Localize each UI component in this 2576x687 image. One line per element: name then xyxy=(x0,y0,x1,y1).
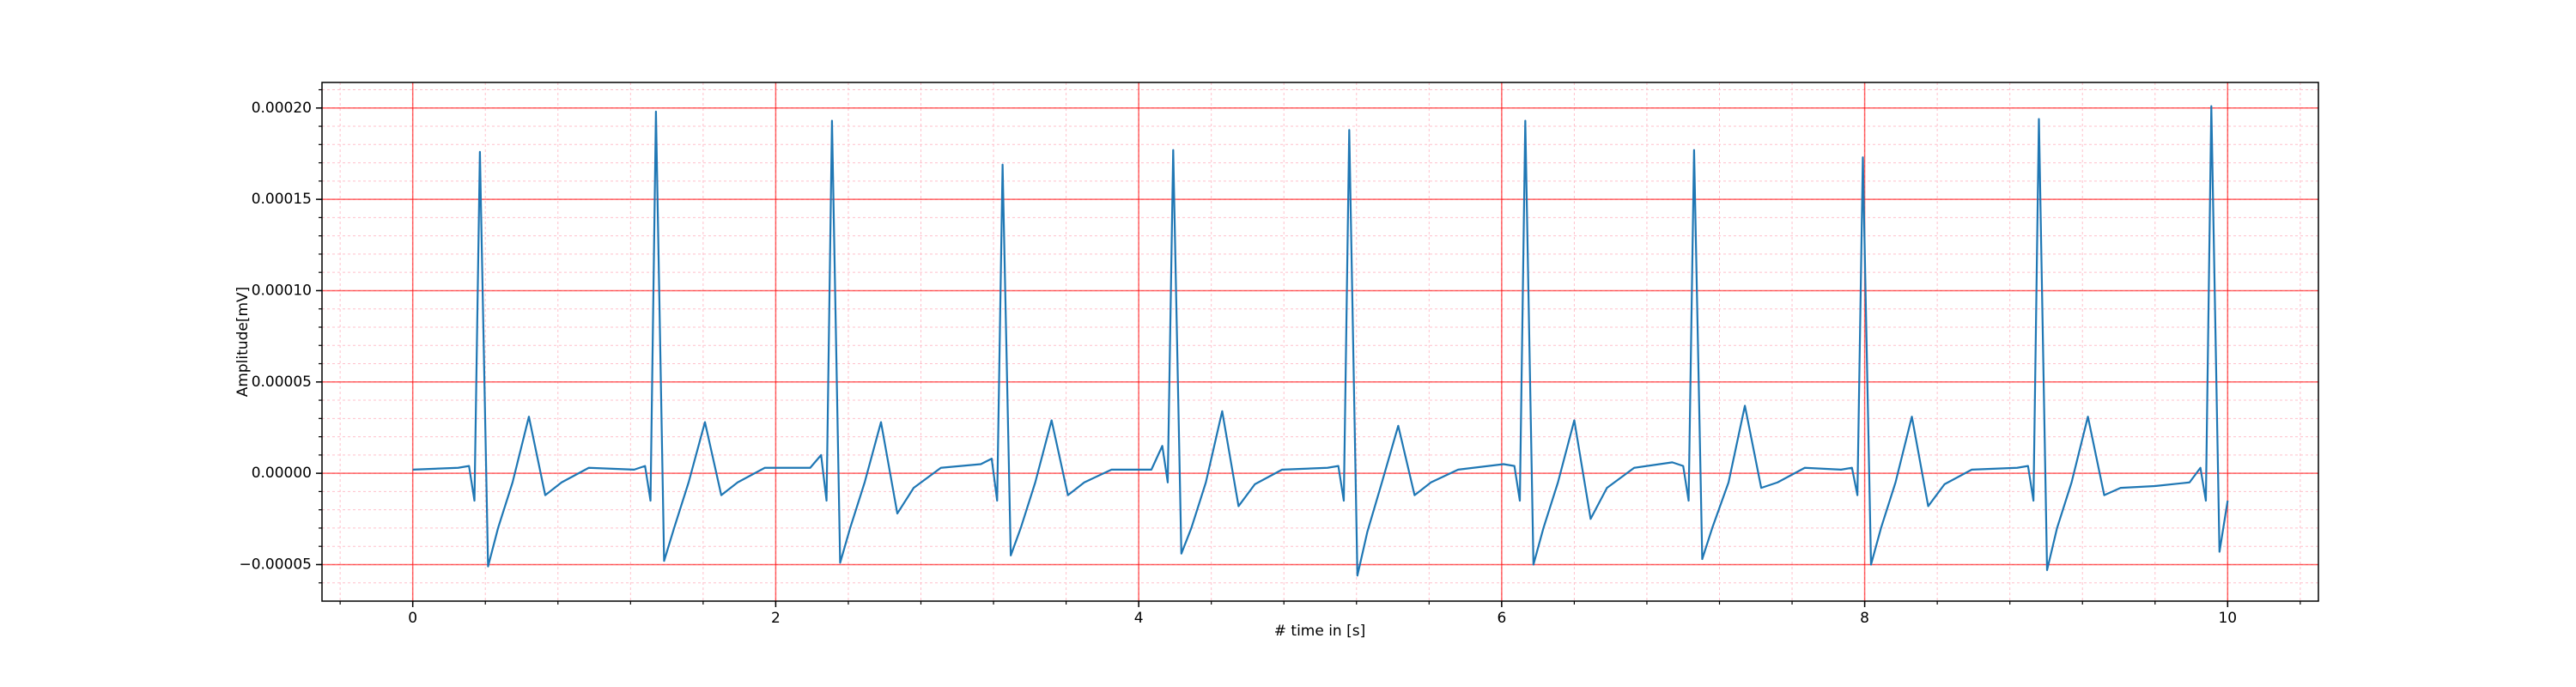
y-axis-label: Amplitude[mV] xyxy=(234,287,252,398)
x-axis-label: # time in [s] xyxy=(1274,623,1365,640)
x-tick-label: 10 xyxy=(2218,610,2237,627)
x-tick-label: 4 xyxy=(1134,610,1144,627)
y-tick-label: −0.00005 xyxy=(239,556,312,573)
plot-frame xyxy=(321,82,2319,602)
x-tick-label: 2 xyxy=(771,610,781,627)
y-tick-label: 0.00010 xyxy=(252,282,312,299)
x-tick-label: 6 xyxy=(1497,610,1506,627)
y-tick-label: 0.00015 xyxy=(252,191,312,208)
y-tick-label: 0.00020 xyxy=(252,100,312,117)
ecg-line xyxy=(412,105,2229,577)
x-tick-label: 8 xyxy=(1860,610,1869,627)
y-tick-label: 0.00005 xyxy=(252,374,312,391)
x-tick-label: 0 xyxy=(408,610,417,627)
y-tick-label: 0.00000 xyxy=(252,465,312,482)
